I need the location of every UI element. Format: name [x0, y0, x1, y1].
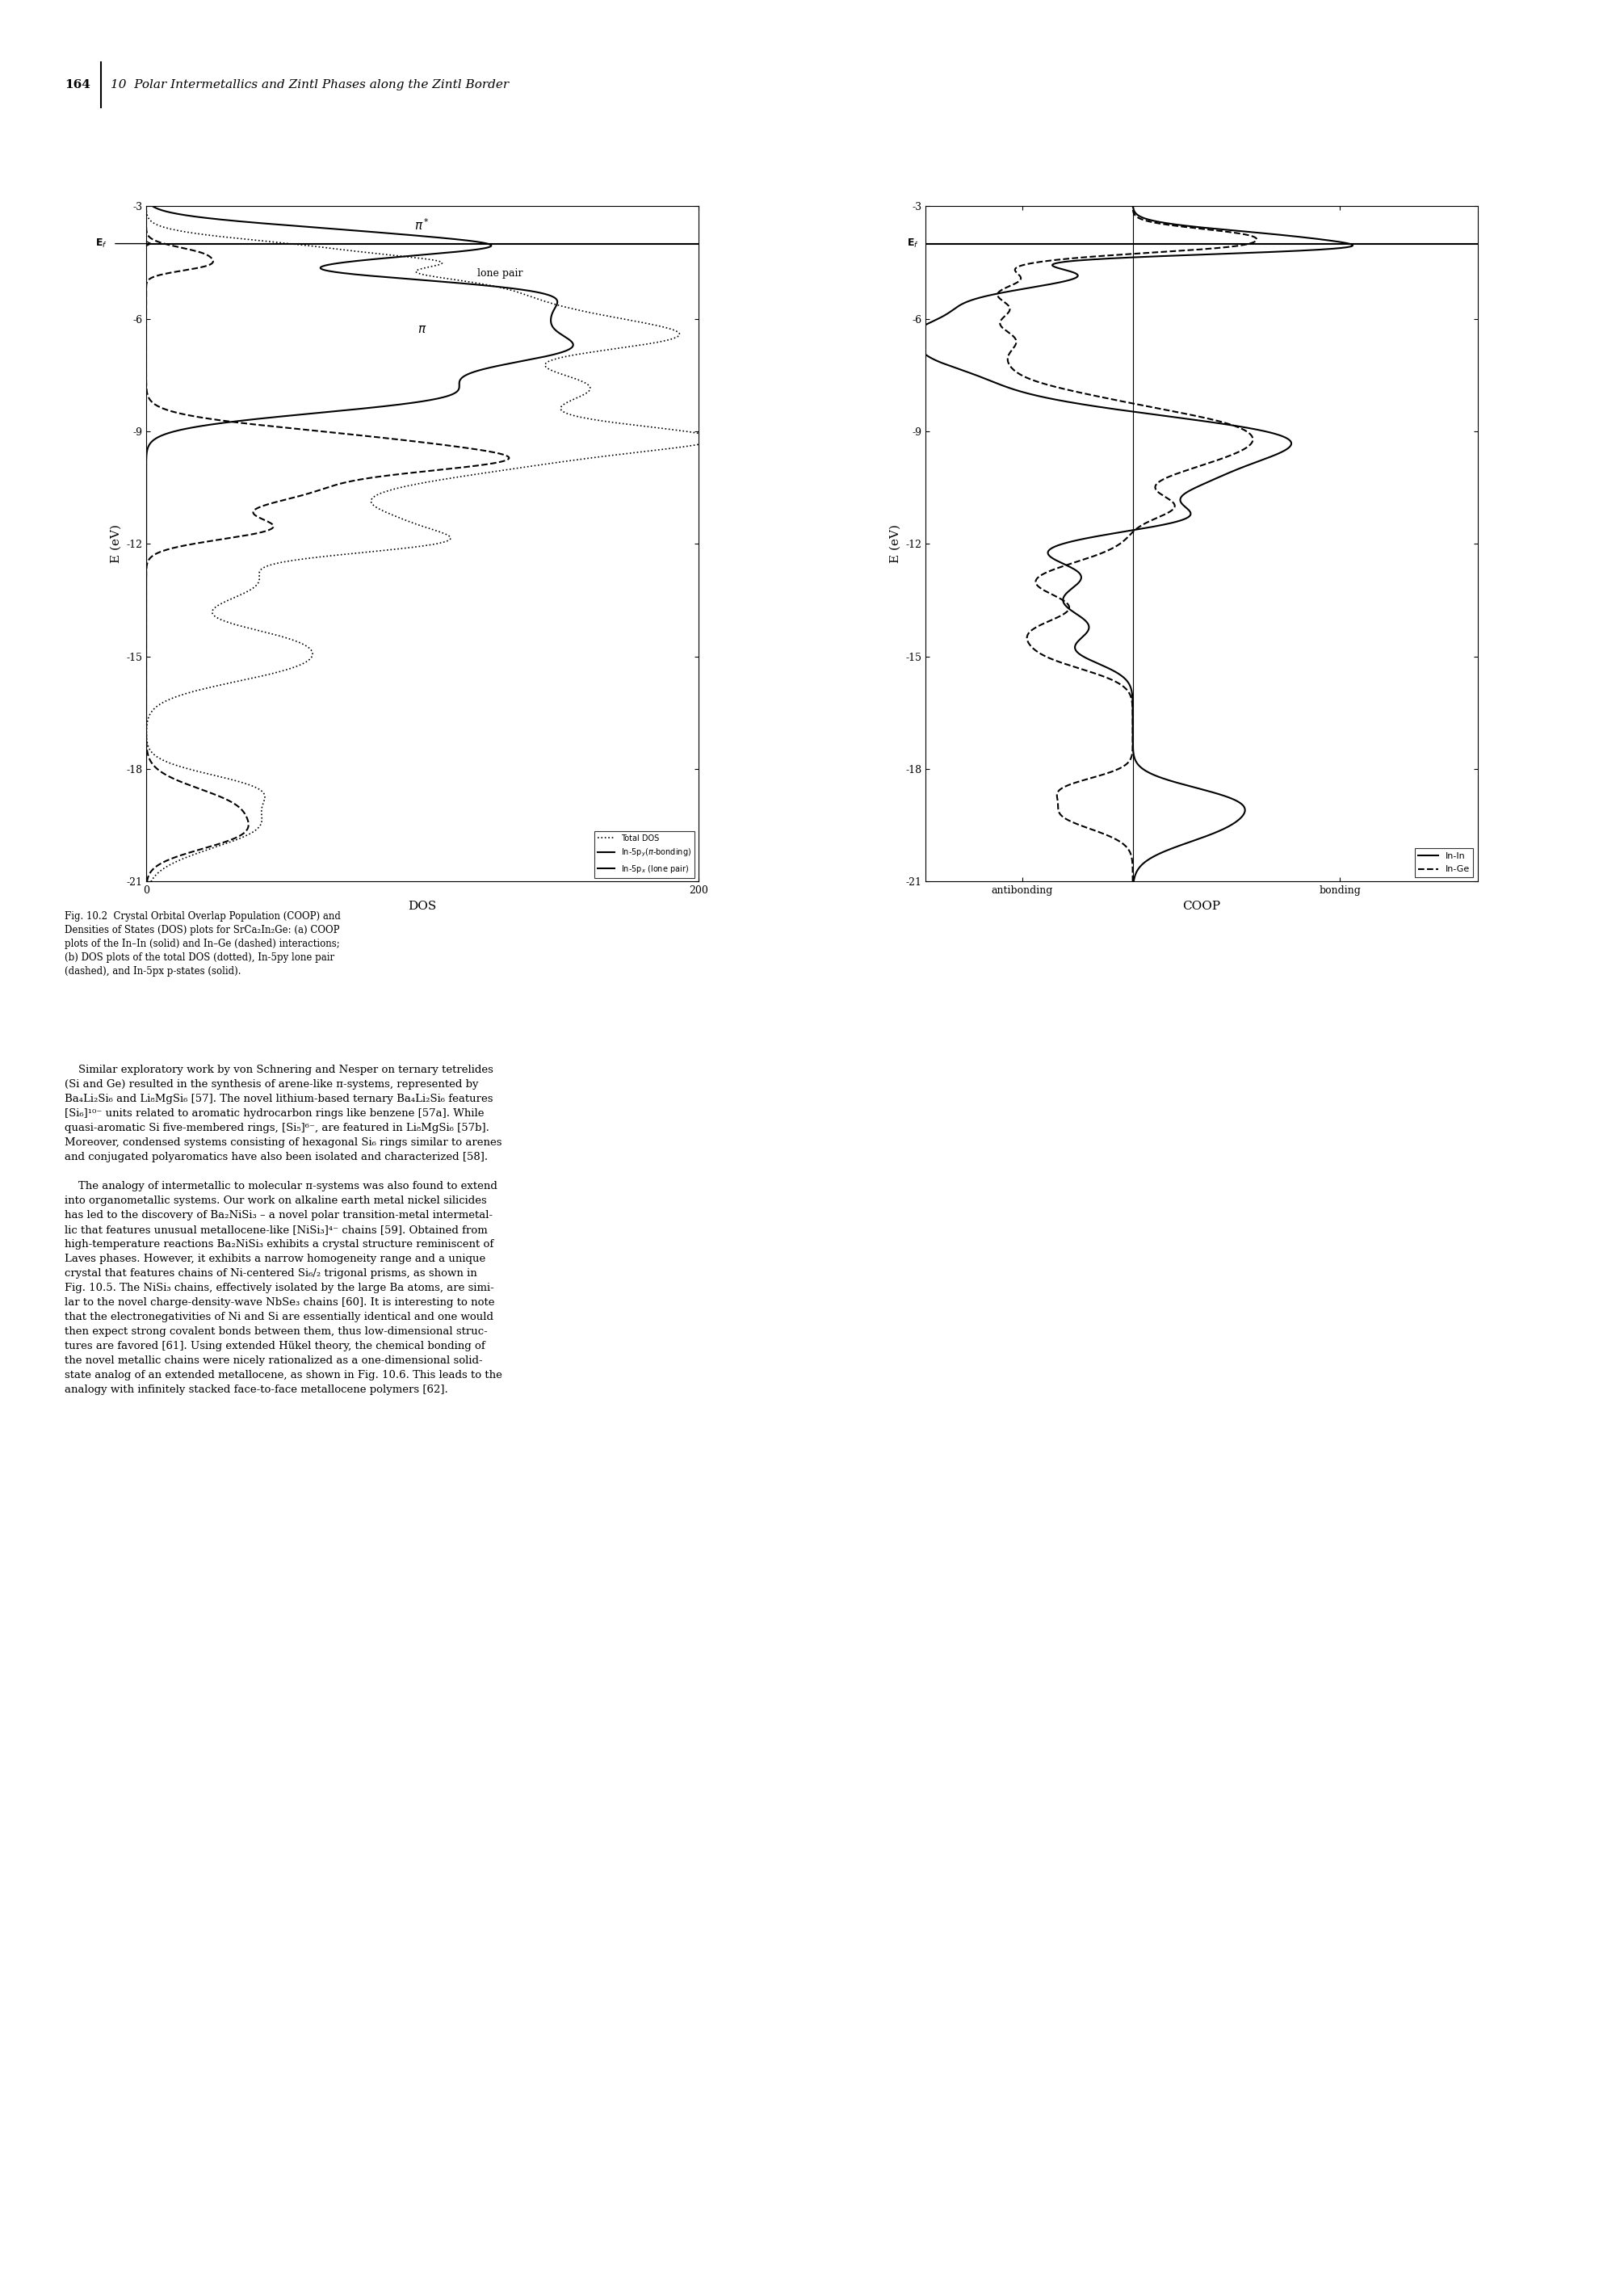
Legend: Total DOS, In-5p$_y$($\pi$-bonding), In-5p$_x$ (lone pair): Total DOS, In-5p$_y$($\pi$-bonding), In-… — [594, 831, 695, 877]
In-5p$_y$ (lone pair) — [136, 192, 156, 220]
Line: Total DOS: Total DOS — [146, 206, 716, 882]
Legend: In-In, In-Ge: In-In, In-Ge — [1415, 847, 1473, 877]
In-5p$_x$ (bonding) — [136, 868, 156, 895]
Total DOS — [149, 213, 169, 240]
In-5p$_y$ (lone pair) — [136, 213, 156, 240]
Total DOS — [599, 337, 619, 364]
In-In — [1166, 834, 1186, 861]
Text: $\pi$: $\pi$ — [417, 325, 427, 337]
X-axis label: COOP: COOP — [1182, 900, 1221, 911]
Total DOS — [206, 834, 226, 861]
In-In — [911, 337, 931, 364]
In-5p$_x$ (bonding) — [559, 337, 578, 364]
Text: $\mathbf{E}_f$: $\mathbf{E}_f$ — [906, 238, 919, 250]
In-5p$_y$ (lone pair) — [136, 337, 156, 364]
In-5p$_x$ (bonding) — [287, 213, 307, 240]
Y-axis label: E (eV): E (eV) — [110, 524, 122, 563]
In-5p$_y$ (lone pair) — [148, 540, 167, 568]
Line: In-In: In-In — [913, 206, 1353, 882]
In-In — [1124, 868, 1143, 895]
Text: Similar exploratory work by von Schnering and Nesper on ternary tetrelides
(Si a: Similar exploratory work by von Schnerin… — [65, 1065, 502, 1395]
In-In — [1038, 540, 1057, 568]
In-5p$_x$ (bonding) — [136, 834, 156, 861]
In-In — [1067, 556, 1086, 584]
In-5p$_x$ (bonding) — [136, 540, 156, 568]
In-5p$_y$ (lone pair) — [198, 834, 218, 861]
In-Ge — [1117, 834, 1137, 861]
Text: Fig. 10.2  Crystal Orbital Overlap Population (COOP) and
Densities of States (DO: Fig. 10.2 Crystal Orbital Overlap Popula… — [65, 911, 341, 978]
In-Ge — [1124, 192, 1143, 220]
In-Ge — [1164, 213, 1184, 240]
In-Ge — [1039, 556, 1059, 584]
Text: 10  Polar Intermetallics and Zintl Phases along the Zintl Border: 10 Polar Intermetallics and Zintl Phases… — [110, 80, 508, 89]
In-In — [1179, 213, 1199, 240]
Total DOS — [141, 868, 161, 895]
In-5p$_x$ (bonding) — [283, 213, 302, 240]
In-In — [1124, 192, 1143, 220]
Total DOS — [151, 213, 171, 240]
Text: $\pi^*$: $\pi^*$ — [414, 218, 430, 231]
In-5p$_y$ (lone pair) — [136, 556, 156, 584]
Line: In-5p$_y$ (lone pair): In-5p$_y$ (lone pair) — [146, 206, 508, 882]
Total DOS — [250, 556, 270, 584]
Line: In-5p$_x$ (bonding): In-5p$_x$ (bonding) — [146, 206, 573, 882]
In-5p$_x$ (bonding) — [143, 192, 162, 220]
Total DOS — [346, 540, 365, 568]
In-Ge — [1168, 213, 1187, 240]
Line: In-Ge: In-Ge — [997, 206, 1257, 882]
In-5p$_y$ (lone pair) — [136, 213, 156, 240]
Text: $\mathbf{E}_f$: $\mathbf{E}_f$ — [96, 238, 107, 250]
In-In — [1176, 213, 1195, 240]
Text: lone pair: lone pair — [477, 268, 523, 279]
Text: 164: 164 — [65, 80, 91, 89]
In-Ge — [1091, 540, 1111, 568]
X-axis label: DOS: DOS — [408, 900, 437, 911]
In-Ge — [1002, 337, 1021, 364]
In-5p$_x$ (bonding) — [136, 556, 156, 584]
Y-axis label: E (eV): E (eV) — [890, 524, 901, 563]
In-Ge — [1122, 868, 1142, 895]
In-5p$_y$ (lone pair) — [136, 868, 156, 895]
Total DOS — [136, 192, 156, 220]
